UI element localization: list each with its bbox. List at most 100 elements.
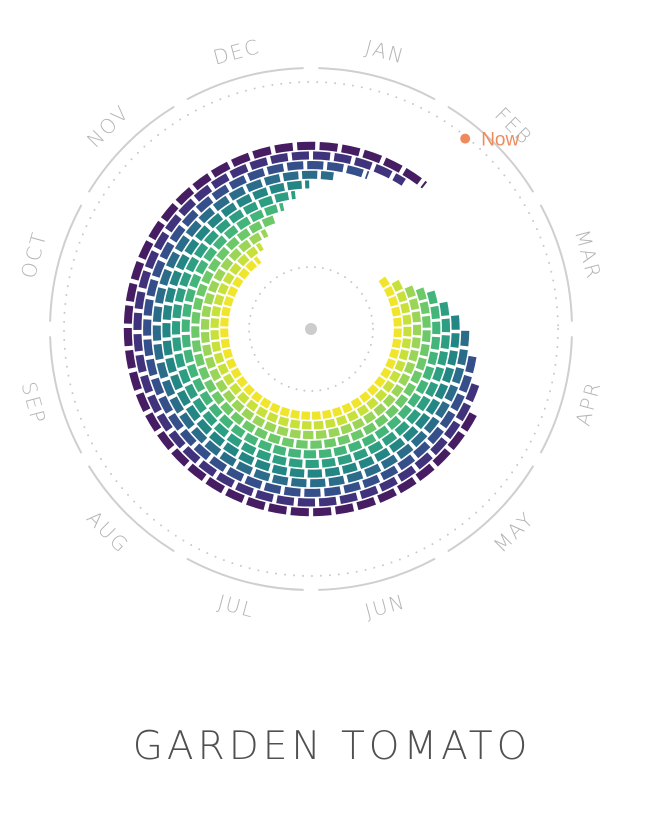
heatmap-cell (162, 379, 176, 397)
heatmap-cell (363, 411, 377, 424)
heatmap-cell (411, 337, 421, 349)
heatmap-cell (213, 268, 226, 282)
heatmap-cell (287, 448, 302, 458)
heatmap-cell (290, 478, 307, 488)
heatmap-cell (177, 390, 191, 407)
heatmap-cell (404, 285, 416, 298)
heatmap-cell (181, 209, 199, 227)
heatmap-cell (430, 336, 441, 350)
heatmap-cell (165, 214, 182, 233)
heatmap-cell (240, 442, 257, 456)
month-label-mar: MAR (570, 227, 606, 282)
heatmap-cell (228, 248, 242, 262)
heatmap-cell (178, 198, 197, 217)
heatmap-cell (205, 356, 216, 369)
heatmap-cell (423, 416, 440, 434)
heatmap-cell (406, 409, 421, 425)
heatmap-cell (400, 302, 410, 314)
heatmap-cell (393, 317, 402, 327)
heatmap-cell (374, 425, 390, 440)
heatmap-cell (358, 456, 375, 469)
heatmap-cell (413, 441, 431, 459)
month-label-jun: JUN (362, 589, 408, 623)
center-dot (305, 323, 317, 335)
month-arc (318, 557, 436, 591)
heatmap-cell (249, 157, 268, 170)
heatmap-cell (290, 507, 309, 517)
heatmap-cell (205, 477, 225, 494)
heatmap-cell (402, 426, 419, 442)
heatmap-cell (213, 422, 230, 438)
heatmap-cell (289, 429, 301, 439)
heatmap-cell (162, 340, 173, 356)
heatmap-cell (391, 384, 404, 398)
heatmap-cell (408, 349, 419, 362)
heatmap-cell (359, 485, 379, 500)
heatmap-cell (460, 412, 477, 432)
heatmap-cell (143, 319, 152, 336)
month-label-sep: SEP (17, 379, 51, 427)
heatmap-cell (427, 426, 444, 445)
heatmap-cell (171, 448, 190, 467)
heatmap-cell (410, 370, 423, 384)
month-arc (186, 67, 304, 101)
heatmap-cell (152, 306, 163, 322)
heatmap-cell (145, 412, 162, 432)
heatmap-cell (164, 287, 176, 303)
heatmap-cell (297, 498, 316, 507)
heatmap-cell (158, 395, 173, 414)
heatmap-cell (394, 421, 410, 436)
heatmap-cell (235, 461, 253, 475)
heatmap-cell (222, 272, 235, 285)
heatmap-cell (220, 317, 229, 327)
heatmap-cell (346, 410, 359, 422)
heatmap-cell (398, 349, 409, 361)
heatmap-cell (274, 142, 294, 154)
month-arc (186, 557, 304, 591)
heatmap-cell (380, 454, 398, 470)
heatmap-cell (422, 365, 435, 381)
heatmap-cell (135, 392, 151, 412)
heatmap-cell (430, 437, 448, 456)
heatmap-cell (187, 363, 199, 379)
heatmap-cell (199, 390, 214, 406)
heatmap-cell (198, 207, 215, 224)
heatmap-cell (183, 349, 194, 364)
heatmap-cell (208, 403, 223, 418)
month-arc (49, 204, 83, 322)
heatmap-cell (271, 464, 288, 476)
heatmap-cell (412, 324, 422, 336)
heatmap-cell (241, 408, 255, 421)
heatmap-cell (184, 383, 198, 400)
heatmap-cell (352, 418, 365, 430)
heatmap-cell (286, 161, 304, 171)
heatmap-cell (313, 420, 324, 430)
heatmap-cell (165, 357, 177, 374)
heatmap-cell (169, 270, 182, 287)
heatmap-cell (291, 151, 309, 161)
heatmap-cell (319, 142, 339, 152)
heatmap-cell (181, 319, 190, 332)
heatmap-cell (328, 475, 345, 487)
heatmap-cell (409, 298, 420, 311)
heatmap-cell (146, 358, 158, 377)
heatmap-cell (211, 341, 221, 353)
heatmap-cell (274, 192, 289, 203)
heatmap-cell (152, 325, 162, 341)
heatmap-cell (350, 397, 363, 409)
heatmap-cell (374, 447, 391, 462)
heatmap-cell (169, 224, 186, 243)
heatmap-cell (193, 443, 212, 461)
heatmap-cell (451, 315, 460, 330)
heatmap-cell (220, 328, 229, 338)
heatmap-cell (260, 229, 269, 239)
heatmap-cell (123, 305, 134, 324)
heatmap-cell (208, 280, 220, 293)
heatmap-cell (157, 431, 175, 451)
heatmap-cell (236, 376, 248, 388)
heatmap-cell (228, 186, 246, 201)
heatmap-cell (432, 321, 441, 335)
heatmap-cell (238, 239, 252, 253)
heatmap-cell (402, 314, 412, 325)
heatmap-cell (252, 187, 269, 200)
